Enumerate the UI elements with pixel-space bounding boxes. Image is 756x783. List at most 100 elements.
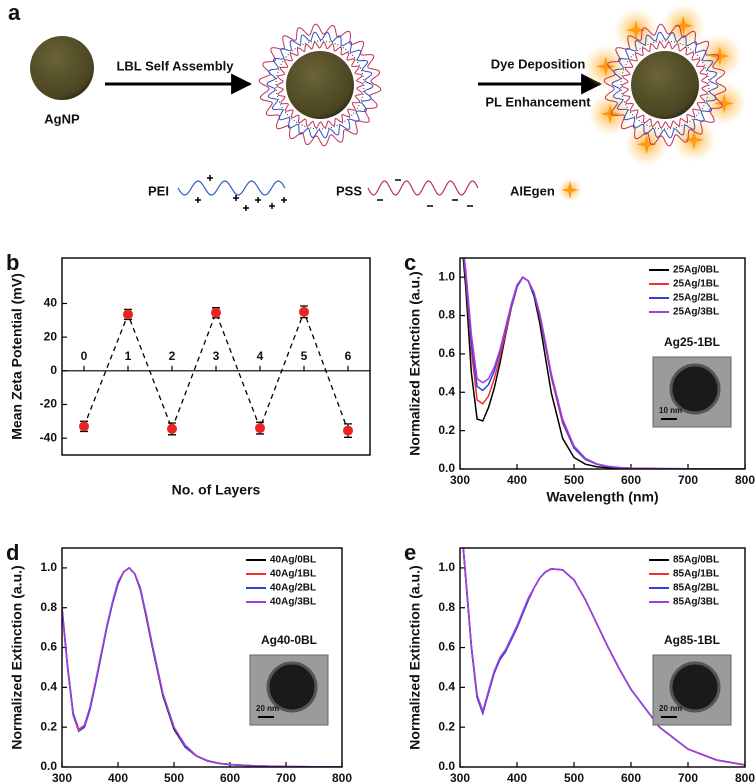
y-tick-label: 1.0 [438,560,455,574]
pss-layer [276,41,364,129]
pei-layer [611,31,719,139]
y-axis-label: Normalized Extinction (a.u.) [407,565,423,749]
x-tick-label: 700 [678,473,698,487]
x-tick-label: 600 [621,473,641,487]
series-line [462,548,745,766]
y-tick-label: 40 [44,296,58,310]
plus-sign [195,197,201,203]
x-tick-label: 600 [621,771,641,783]
x-tick-label: 500 [564,771,584,783]
step-label: Dye Deposition [491,56,586,71]
x-tick-label: 500 [564,473,584,487]
y-tick-label: 0.2 [438,423,455,437]
x-tick-label: 800 [735,771,755,783]
schematic: a AgNP LBL Self Assembly Dye Deposition … [8,0,747,211]
x-tick-label: 1 [125,349,132,363]
x-tick-label: 0 [81,349,88,363]
legend-label: AIEgen [510,183,555,198]
inset-particle [266,661,318,713]
point [123,309,133,320]
y-tick-label: -20 [40,397,58,411]
x-tick-label: 6 [345,349,352,363]
panel-label: a [8,0,21,25]
y-tick-label: 0.4 [40,680,57,694]
series-line [62,566,342,767]
y-tick-label: -40 [40,430,58,444]
legend-label: 40Ag/1BL [270,569,316,580]
scale-label: 20 nm [256,704,279,713]
point [255,423,265,434]
y-tick-label: 1.0 [438,269,455,283]
x-tick-label: 700 [276,771,296,783]
legend-label: PEI [148,183,169,198]
x-tick-label: 5 [301,349,308,363]
y-tick-label: 0.0 [438,461,455,475]
y-tick-label: 1.0 [40,560,57,574]
x-tick-label: 2 [169,349,176,363]
legend-label: 25Ag/2BL [673,293,719,304]
aiegen-star [626,20,647,41]
y-tick-label: 0.4 [438,384,455,398]
chart-e: e0.00.20.40.60.81.0300400500600700800Wav… [404,540,755,783]
x-tick-label: 300 [52,771,72,783]
point [299,306,309,317]
legend-label: 85Ag/1BL [673,569,719,580]
pss-layer [603,23,727,147]
y-tick-label: 0 [50,363,57,377]
pei-layer [266,31,374,139]
legend-label: 25Ag/0BL [673,265,719,276]
point [343,425,353,436]
y-tick-label: 0.6 [438,640,455,654]
inset-label: Ag85-1BL [664,633,720,647]
inset-particle [669,363,721,415]
panel-label: b [6,250,19,275]
x-tick-label: 300 [450,771,470,783]
y-axis-label: Normalized Extinction (a.u.) [9,565,25,749]
inset-particle [669,661,721,713]
aiegen-star [709,46,730,67]
inset-label: Ag40-0BL [261,633,317,647]
dotted-ring [620,40,710,130]
pss-symbol [367,180,479,196]
pss-layer [258,23,382,147]
inset-label: Ag25-1BL [664,335,720,349]
point [79,421,89,432]
aiegen-star [636,134,657,155]
aiegen-star [595,56,616,77]
x-tick-label: 3 [213,349,220,363]
x-tick-label: 800 [735,473,755,487]
panel-label: e [404,540,416,565]
nanoparticle [30,36,94,100]
y-tick-label: 0.8 [40,600,57,614]
x-tick-label: 500 [164,771,184,783]
legend-label: 85Ag/0BL [673,555,719,566]
legend-label: 85Ag/2BL [673,583,719,594]
x-tick-label: 300 [450,473,470,487]
scale-label: 10 nm [659,406,682,415]
y-tick-label: 0.0 [438,759,455,773]
legend-label: 40Ag/2BL [270,583,316,594]
y-tick-label: 0.2 [40,719,57,733]
pss-layer [621,41,709,129]
legend-label: PSS [336,183,362,198]
plot-frame [459,547,746,768]
plot-frame [61,257,371,456]
plus-sign [281,197,287,203]
step-label: PL Enhancement [485,94,591,109]
plot-area [462,548,745,766]
step-label: LBL Self Assembly [116,58,234,73]
x-axis-label: No. of Layers [172,482,261,498]
x-tick-label: 700 [678,771,698,783]
y-axis-label: Normalized Extinction (a.u.) [407,271,423,455]
y-tick-label: 0.8 [438,308,455,322]
x-tick-label: 400 [507,473,527,487]
series-line [463,258,745,469]
y-tick-label: 0.2 [438,719,455,733]
aiegen-star [683,129,704,150]
x-tick-label: 400 [507,771,527,783]
plot-area [79,305,353,438]
legend-label: 25Ag/3BL [673,307,719,318]
scale-label: 20 nm [659,704,682,713]
dotted-ring [275,40,365,130]
x-tick-label: 600 [220,771,240,783]
